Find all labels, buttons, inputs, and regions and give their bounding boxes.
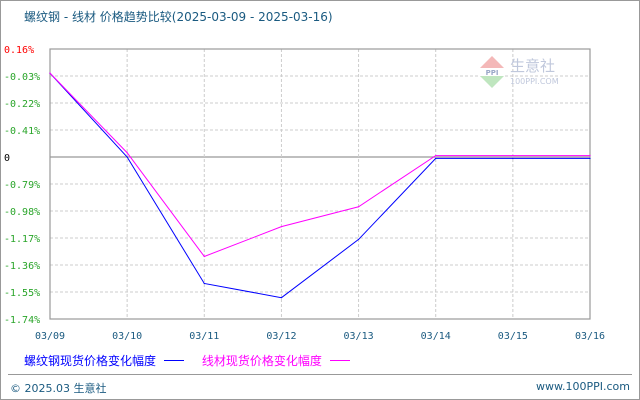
y-tick-label: 0	[4, 153, 10, 164]
legend-item-wire: 线材现货价格变化幅度	[202, 352, 350, 369]
series-lines	[49, 72, 591, 299]
legend-swatch	[164, 360, 185, 361]
legend-swatch	[329, 360, 350, 361]
data-point	[357, 206, 360, 208]
y-tick-label: -0.22%	[4, 99, 40, 110]
y-tick-label: 0.16%	[4, 45, 34, 56]
y-tick-label: -0.41%	[4, 126, 40, 137]
data-point	[357, 238, 360, 241]
legend: 螺纹钢现货价格变化幅度 线材现货价格变化幅度	[24, 352, 364, 369]
x-tick-label: 03/09	[35, 331, 65, 342]
y-tick-label: -0.79%	[4, 180, 40, 191]
y-tick-label: -1.36%	[4, 261, 40, 272]
data-point	[435, 154, 437, 157]
logo-text: PPI	[486, 69, 499, 77]
data-point	[512, 154, 514, 157]
chart-title: 螺纹钢 - 线材 价格趋势比较(2025-03-09 - 2025-03-16)	[24, 10, 333, 24]
x-axis-ticks: 03/09 03/10 03/11 03/12 03/13 03/14 03/15 03/16	[35, 331, 605, 342]
legend-label: 线材现货价格变化幅度	[201, 354, 322, 368]
series-line-1	[49, 72, 590, 258]
y-tick-label: -1.74%	[4, 315, 40, 326]
logo-up-icon	[480, 56, 504, 68]
data-point	[512, 157, 514, 160]
watermark-name: 生意社	[510, 57, 555, 75]
site-link[interactable]: www.100PPI.com	[536, 380, 630, 393]
x-tick-label: 03/10	[112, 331, 142, 342]
y-axis-ticks: 0.16% -0.03% -0.22% -0.41% 0 -0.79% -0.98% -1.1…	[4, 45, 40, 326]
data-point	[49, 72, 51, 74]
plot-border	[49, 48, 591, 320]
data-point	[280, 226, 283, 228]
footer: © 2025.03 生意社 www.100PPI.com	[8, 374, 632, 397]
x-tick-label: 03/16	[575, 331, 605, 342]
data-point	[126, 152, 128, 154]
grid	[49, 48, 591, 320]
data-point	[126, 156, 128, 158]
data-point	[589, 154, 591, 157]
watermark: PPI 生意社 100PPI.COM	[480, 54, 580, 98]
logo-down-icon	[480, 76, 504, 88]
watermark-url: 100PPI.COM	[510, 77, 559, 86]
series-line-0	[49, 72, 590, 299]
y-tick-label: -1.55%	[4, 288, 40, 299]
x-tick-label: 03/12	[266, 331, 296, 342]
x-tick-label: 03/13	[344, 331, 374, 342]
legend-label: 螺纹钢现货价格变化幅度	[24, 354, 157, 368]
y-tick-label: -0.98%	[4, 207, 40, 218]
data-point	[203, 255, 205, 258]
y-tick-label: -1.17%	[4, 234, 40, 245]
copyright: © 2025.03 生意社	[10, 382, 107, 395]
data-point	[589, 157, 591, 160]
y-tick-label: -0.03%	[4, 72, 40, 83]
x-tick-label: 03/15	[498, 331, 528, 342]
data-point	[203, 282, 205, 285]
legend-item-rebar: 螺纹钢现货价格变化幅度	[24, 352, 185, 369]
data-point	[280, 297, 283, 299]
x-tick-label: 03/14	[421, 331, 451, 342]
data-point	[435, 157, 437, 160]
x-tick-label: 03/11	[189, 331, 219, 342]
